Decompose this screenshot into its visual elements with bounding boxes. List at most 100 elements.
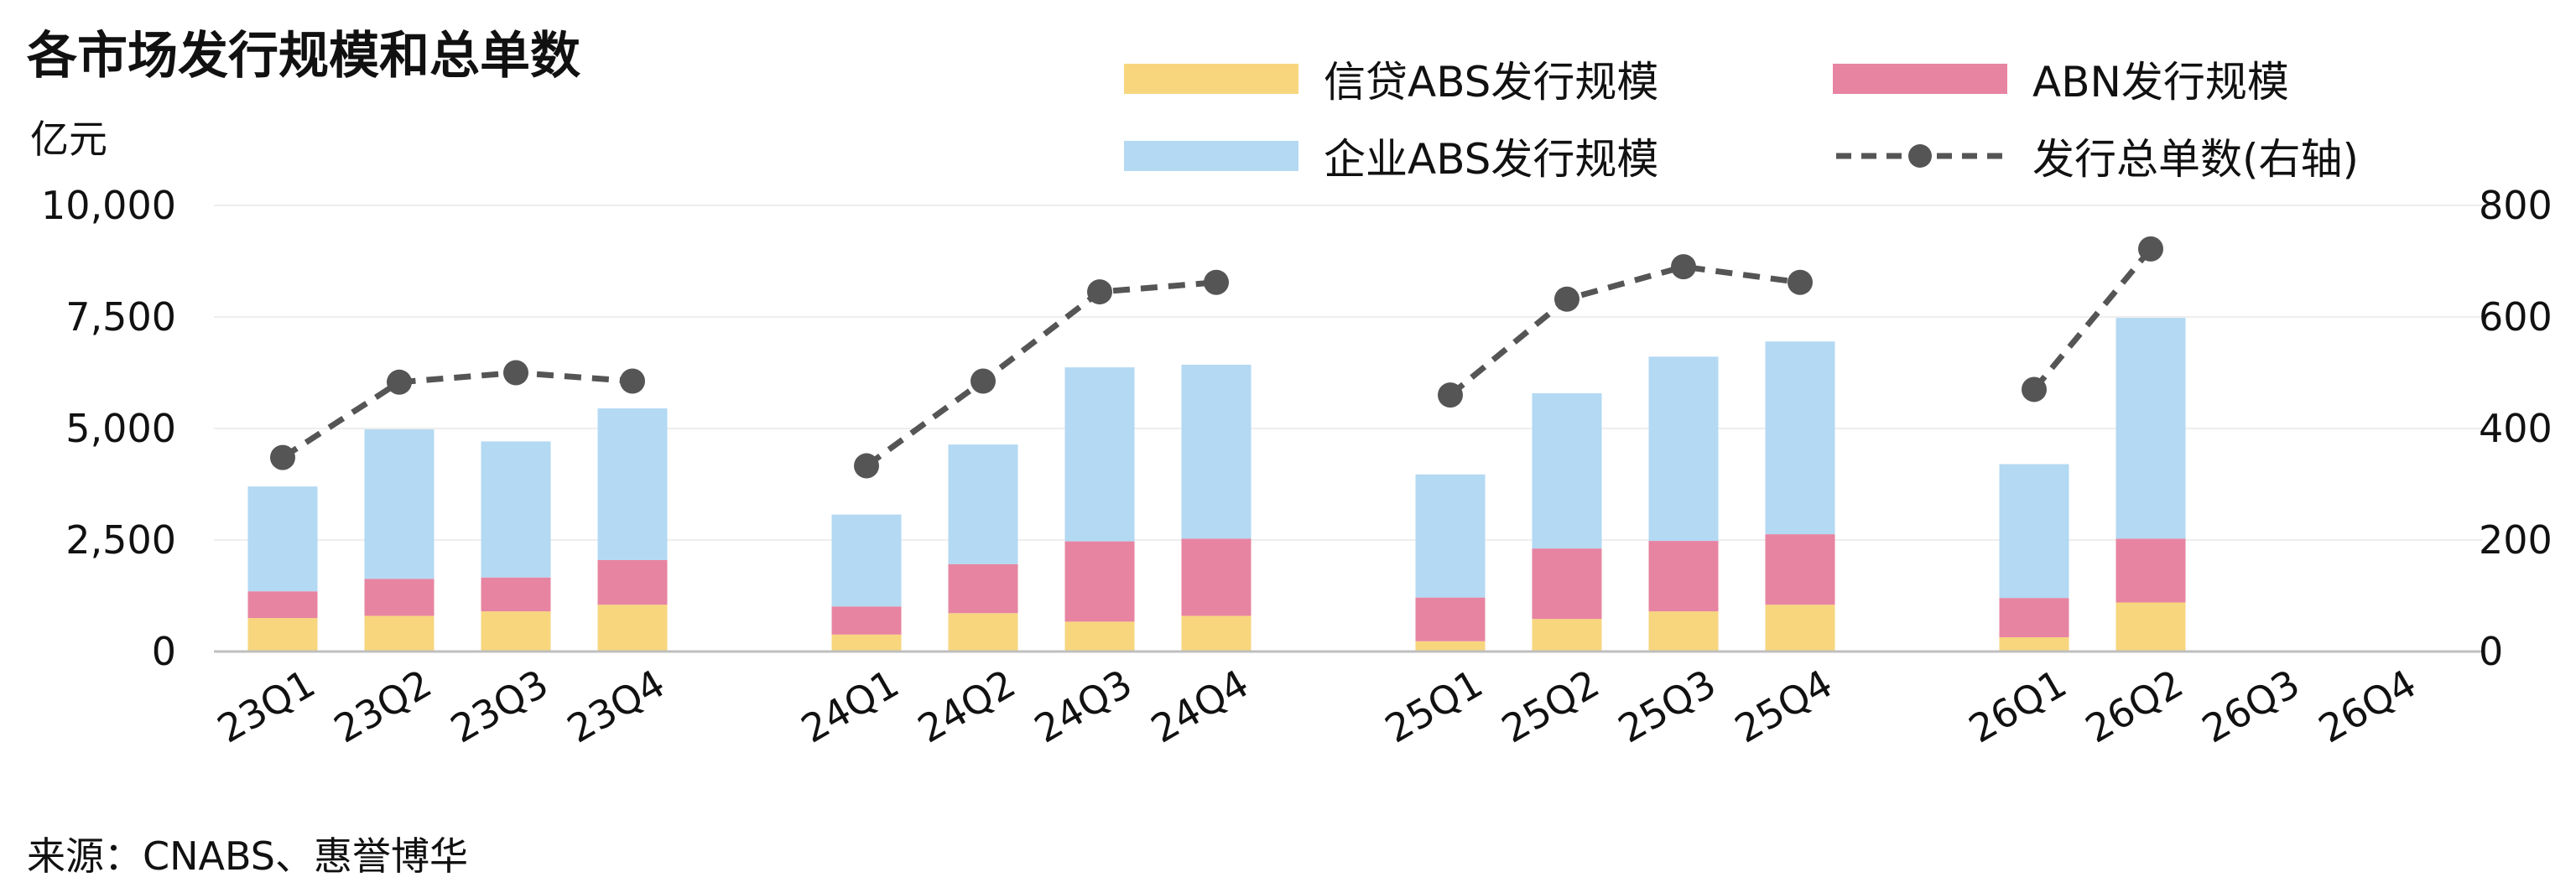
legend-label-total-count: 发行总单数(右轴) (2032, 135, 2360, 184)
bar-24Q4-series-1 (1181, 538, 1252, 616)
bars (247, 318, 2186, 652)
x-tick-label: 24Q1 (794, 661, 906, 752)
total-count-point-25Q3 (1671, 254, 1696, 280)
legend-swatch-total-count (1836, 144, 2004, 168)
total-count-point-24Q1 (854, 453, 879, 479)
gridlines (214, 205, 2483, 541)
x-tick-label: 26Q4 (2311, 661, 2423, 752)
bar-25Q3-series-0 (1648, 611, 1719, 652)
bar-25Q3-series-2 (1648, 356, 1719, 542)
legend-swatch-corporate-abs (1124, 141, 1298, 171)
bar-24Q1-series-2 (831, 514, 902, 607)
y2-tick-label: 200 (2479, 517, 2553, 563)
bar-24Q4-series-2 (1181, 364, 1252, 539)
bar-26Q2-series-0 (2115, 602, 2186, 652)
total-count-point-23Q2 (387, 369, 412, 395)
bar-24Q3-series-0 (1064, 621, 1135, 652)
total-count-point-23Q1 (270, 444, 295, 470)
x-tick-label: 25Q4 (1727, 661, 1840, 752)
x-tick-label: 23Q1 (210, 661, 322, 752)
x-tick-label: 26Q1 (1961, 661, 2074, 752)
bar-23Q3-series-2 (481, 441, 551, 578)
y-tick-label: 5,000 (65, 406, 176, 451)
bar-23Q2-series-2 (364, 429, 435, 579)
chart-title: 各市场发行规模和总单数 (27, 27, 580, 86)
bar-24Q1-series-0 (831, 634, 902, 652)
bar-26Q1-series-2 (1999, 464, 2069, 599)
x-tick-label: 25Q3 (1611, 661, 1723, 752)
total-count-point-25Q4 (1788, 269, 1813, 295)
bar-24Q1-series-1 (831, 606, 902, 635)
bar-25Q2-series-2 (1532, 392, 1602, 549)
bar-26Q2-series-2 (2115, 318, 2186, 539)
bar-23Q4-series-0 (597, 605, 668, 652)
legend-label-corporate-abs: 企业ABS发行规模 (1324, 135, 1659, 184)
total-count-line-segment (2032, 247, 2153, 392)
y2-tick-label: 400 (2479, 406, 2553, 451)
y-tick-label: 10,000 (41, 183, 176, 228)
legend-item-credit-abs: 信贷ABS发行规模 (1124, 49, 1658, 109)
y2-tick-label: 0 (2479, 629, 2503, 674)
bar-23Q1-series-2 (247, 486, 318, 592)
bar-24Q2-series-2 (948, 444, 1018, 564)
y2-axis-ticks: 0 200 400 600 800 (2479, 183, 2553, 674)
bar-25Q4-series-2 (1765, 341, 1835, 535)
bar-23Q3-series-0 (481, 611, 551, 652)
bar-23Q4-series-2 (597, 408, 668, 560)
bar-26Q1-series-0 (1999, 636, 2069, 652)
total-count-point-26Q1 (2022, 376, 2047, 402)
bar-25Q1-series-1 (1415, 597, 1486, 641)
total-count-point-26Q2 (2138, 236, 2163, 262)
legend-label-abn: ABN发行规模 (2032, 58, 2289, 106)
legend-swatch-abn (1833, 64, 2007, 94)
bar-23Q4-series-1 (597, 559, 668, 605)
bar-25Q2-series-1 (1532, 548, 1602, 620)
bar-25Q1-series-0 (1415, 641, 1486, 652)
bar-25Q2-series-0 (1532, 619, 1602, 652)
bar-23Q2-series-0 (364, 615, 435, 652)
total-count-point-23Q3 (503, 360, 528, 386)
x-tick-label: 26Q2 (2078, 661, 2190, 752)
bar-26Q2-series-1 (2115, 538, 2186, 603)
x-tick-label: 26Q3 (2194, 661, 2307, 752)
total-count-point-25Q1 (1438, 382, 1463, 408)
legend-item-abn: ABN发行规模 (1833, 49, 2289, 109)
y-axis-ticks: 0 2,500 5,000 7,500 10,000 (41, 183, 176, 674)
total-count-point-25Q2 (1554, 286, 1579, 312)
legend-label-credit-abs: 信贷ABS发行规模 (1324, 58, 1659, 106)
legend-item-corporate-abs: 企业ABS发行规模 (1124, 126, 1658, 186)
total-count-line (270, 236, 2163, 479)
x-tick-label: 25Q2 (1494, 661, 1606, 752)
bar-23Q1-series-0 (247, 618, 318, 652)
total-count-line-segment (864, 279, 1217, 469)
bar-25Q3-series-1 (1648, 541, 1719, 612)
y2-tick-label: 800 (2479, 183, 2553, 228)
bar-24Q3-series-2 (1064, 367, 1135, 542)
x-tick-label: 24Q3 (1027, 661, 1139, 752)
y-tick-label: 2,500 (65, 517, 176, 563)
x-tick-label: 23Q2 (326, 661, 439, 752)
bar-26Q1-series-1 (1999, 598, 2069, 637)
bar-23Q1-series-1 (247, 591, 318, 619)
bar-25Q4-series-1 (1765, 534, 1835, 605)
x-tick-label: 23Q3 (443, 661, 555, 752)
y2-tick-label: 600 (2479, 294, 2553, 340)
total-count-line-segment (1448, 263, 1801, 397)
y-axis-unit: 亿元 (30, 117, 107, 162)
bar-23Q3-series-1 (481, 577, 551, 612)
total-count-point-24Q2 (971, 368, 996, 394)
legend-item-total-count: 发行总单数(右轴) (1833, 126, 2359, 186)
bar-24Q4-series-0 (1181, 615, 1252, 652)
total-count-line-segment (281, 369, 633, 460)
x-tick-label: 23Q4 (559, 661, 672, 752)
x-tick-label: 24Q2 (910, 661, 1023, 752)
total-count-point-24Q4 (1204, 269, 1229, 295)
total-count-point-24Q3 (1087, 279, 1112, 305)
source-note: 来源：CNABS、惠誉博华 (27, 833, 468, 879)
bar-23Q2-series-1 (364, 579, 435, 616)
y-tick-label: 0 (152, 629, 176, 674)
total-count-point-23Q4 (620, 368, 645, 394)
legend-swatch-credit-abs (1124, 64, 1298, 94)
y-tick-label: 7,500 (65, 294, 176, 340)
